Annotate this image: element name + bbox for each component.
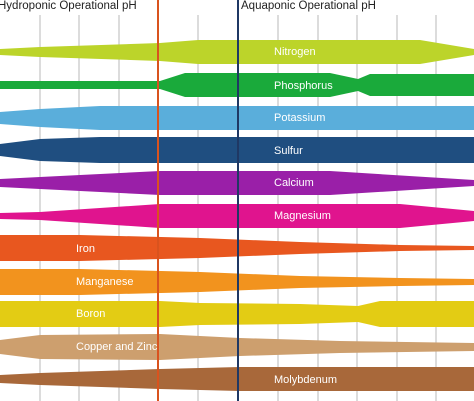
label-iron: Iron: [76, 243, 95, 255]
hydroponic-ph-header: Hydroponic Operational pH: [0, 0, 137, 12]
ph-marker-lines: [157, 0, 239, 401]
label-manganese: Manganese: [76, 276, 134, 288]
label-sulfur: Sulfur: [274, 145, 303, 157]
label-copper-and-zinc: Copper and Zinc: [76, 341, 158, 353]
label-boron: Boron: [76, 308, 106, 320]
label-phosphorus: Phosphorus: [274, 80, 333, 92]
label-molybdenum: Molybdenum: [274, 374, 337, 386]
label-potassium: Potassium: [274, 112, 326, 124]
aquaponic-ph-header: Aquaponic Operational pH: [241, 0, 376, 12]
label-magnesium: Magnesium: [274, 210, 331, 222]
label-calcium: Calcium: [274, 177, 314, 189]
label-nitrogen: Nitrogen: [274, 46, 316, 58]
